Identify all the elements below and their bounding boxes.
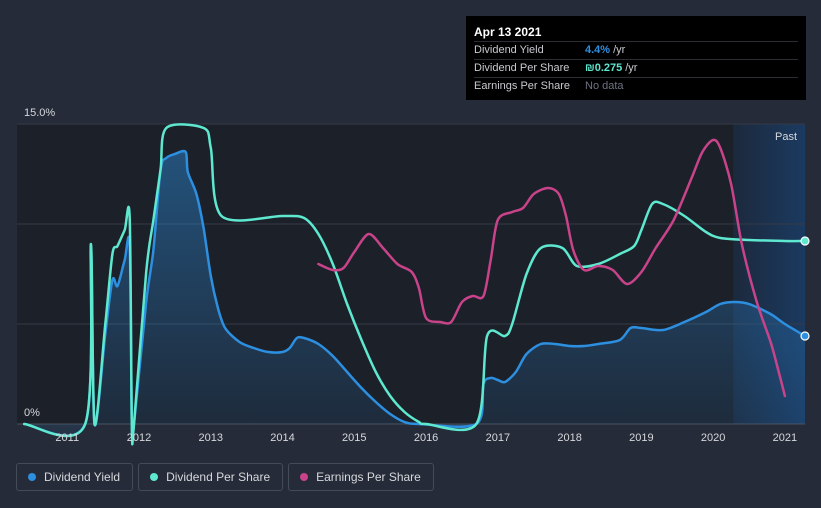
x-tick-label: 2011	[55, 432, 79, 444]
tooltip-row-name: Dividend Yield	[474, 44, 544, 56]
tooltip-row-value: ₪0.275	[585, 62, 623, 74]
legend-label: Earnings Per Share	[316, 470, 421, 484]
x-tick-label: 2014	[270, 432, 294, 444]
x-tick-label: 2015	[342, 432, 366, 444]
x-tick-label: 2013	[199, 432, 223, 444]
dividend-per-share-endpoint-marker	[800, 236, 810, 246]
tooltip-row-unit: /yr	[625, 62, 638, 74]
x-tick-label: 2016	[414, 432, 438, 444]
tooltip-row-unit: /yr	[613, 44, 626, 56]
tooltip-row-name: Earnings Per Share	[474, 80, 570, 92]
chart-tooltip: Apr 13 2021 Dividend Yield 4.4% /yr Divi…	[466, 16, 806, 100]
tooltip-row-dividend-yield: Dividend Yield 4.4% /yr	[474, 41, 798, 59]
y-min-label: 0%	[24, 407, 40, 419]
tooltip-date: Apr 13 2021	[474, 25, 542, 39]
x-tick-label: 2018	[557, 432, 581, 444]
legend-item-dividend-per-share[interactable]: Dividend Per Share	[138, 463, 284, 491]
legend-item-dividend-yield[interactable]: Dividend Yield	[16, 463, 134, 491]
x-tick-label: 2017	[486, 432, 510, 444]
legend-dot-icon	[300, 473, 309, 481]
earnings-per-share-line	[317, 138, 787, 398]
chart-legend: Dividend Yield Dividend Per Share Earnin…	[16, 463, 434, 491]
legend-dot-icon	[150, 473, 159, 481]
legend-label: Dividend Per Share	[166, 470, 271, 484]
tooltip-row-value: No data	[585, 80, 624, 92]
x-tick-label: 2021	[773, 432, 797, 444]
tooltip-row-dividend-per-share: Dividend Per Share ₪0.275 /yr	[474, 59, 798, 77]
tooltip-row-earnings-per-share: Earnings Per Share No data	[474, 77, 798, 95]
legend-label: Dividend Yield	[44, 470, 121, 484]
x-tick-label: 2012	[127, 432, 151, 444]
tooltip-row-name: Dividend Per Share	[474, 62, 570, 74]
dividend-per-share-line	[22, 123, 807, 446]
y-max-label: 15.0%	[24, 107, 55, 119]
legend-item-earnings-per-share[interactable]: Earnings Per Share	[288, 463, 434, 491]
x-tick-label: 2020	[701, 432, 725, 444]
x-tick-label: 2019	[629, 432, 653, 444]
legend-dot-icon	[28, 473, 36, 481]
tooltip-row-value: 4.4%	[585, 44, 611, 56]
dividend-yield-endpoint-marker	[800, 331, 810, 341]
past-label: Past	[775, 131, 797, 143]
dividend-yield-area	[24, 151, 805, 442]
